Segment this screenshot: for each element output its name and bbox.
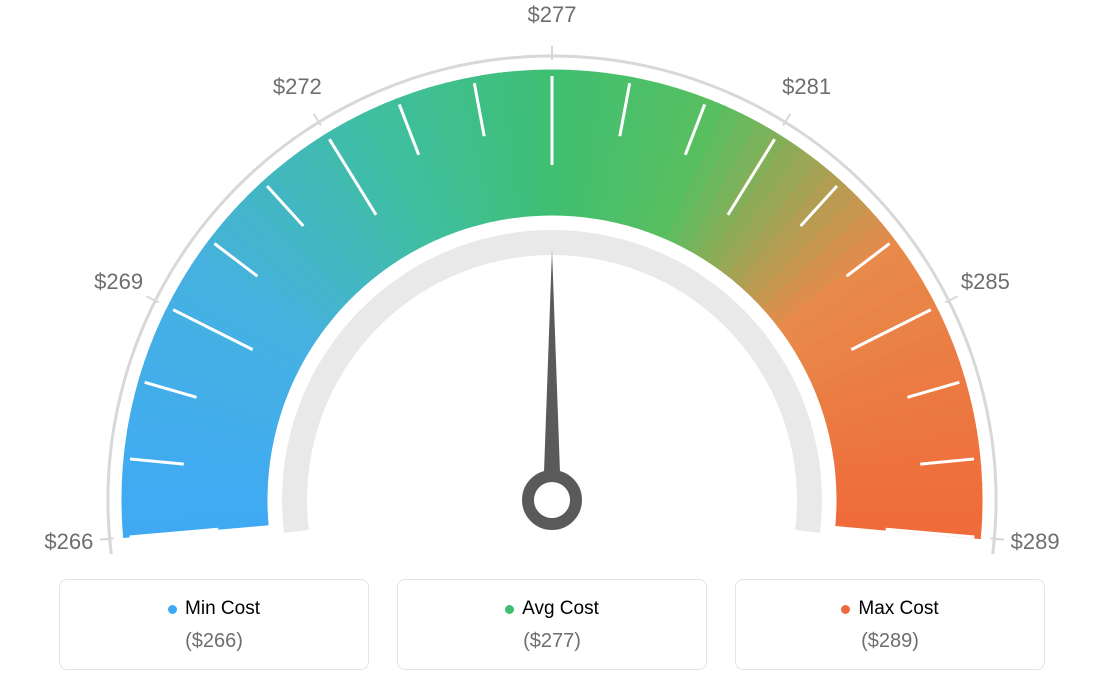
gauge-chart: $266 $269 $272 $277 $281 $285 $289 bbox=[0, 0, 1104, 560]
legend-card-avg: Avg Cost ($277) bbox=[397, 579, 707, 670]
legend-title-text: Max Cost bbox=[858, 598, 938, 620]
legend-card-max: Max Cost ($289) bbox=[735, 579, 1045, 670]
tick-label: $272 bbox=[273, 74, 322, 100]
dot-icon bbox=[505, 605, 514, 614]
dot-icon bbox=[841, 605, 850, 614]
legend-title-min: Min Cost bbox=[168, 598, 260, 620]
legend-title-avg: Avg Cost bbox=[505, 598, 599, 620]
tick-label: $266 bbox=[44, 529, 93, 555]
tick-label: $285 bbox=[961, 269, 1010, 295]
dot-icon bbox=[168, 605, 177, 614]
legend-title-text: Avg Cost bbox=[522, 598, 599, 620]
legend-row: Min Cost ($266) Avg Cost ($277) Max Cost… bbox=[0, 579, 1104, 670]
legend-card-min: Min Cost ($266) bbox=[59, 579, 369, 670]
legend-title-text: Min Cost bbox=[185, 598, 260, 620]
legend-value-min: ($266) bbox=[70, 630, 358, 653]
legend-value-avg: ($277) bbox=[408, 630, 696, 653]
tick-label: $289 bbox=[1011, 529, 1060, 555]
legend-title-max: Max Cost bbox=[841, 598, 938, 620]
legend-value-max: ($289) bbox=[746, 630, 1034, 653]
tick-label: $281 bbox=[782, 74, 831, 100]
tick-label: $277 bbox=[528, 2, 577, 28]
gauge-svg bbox=[0, 0, 1104, 560]
tick-label: $269 bbox=[94, 269, 143, 295]
